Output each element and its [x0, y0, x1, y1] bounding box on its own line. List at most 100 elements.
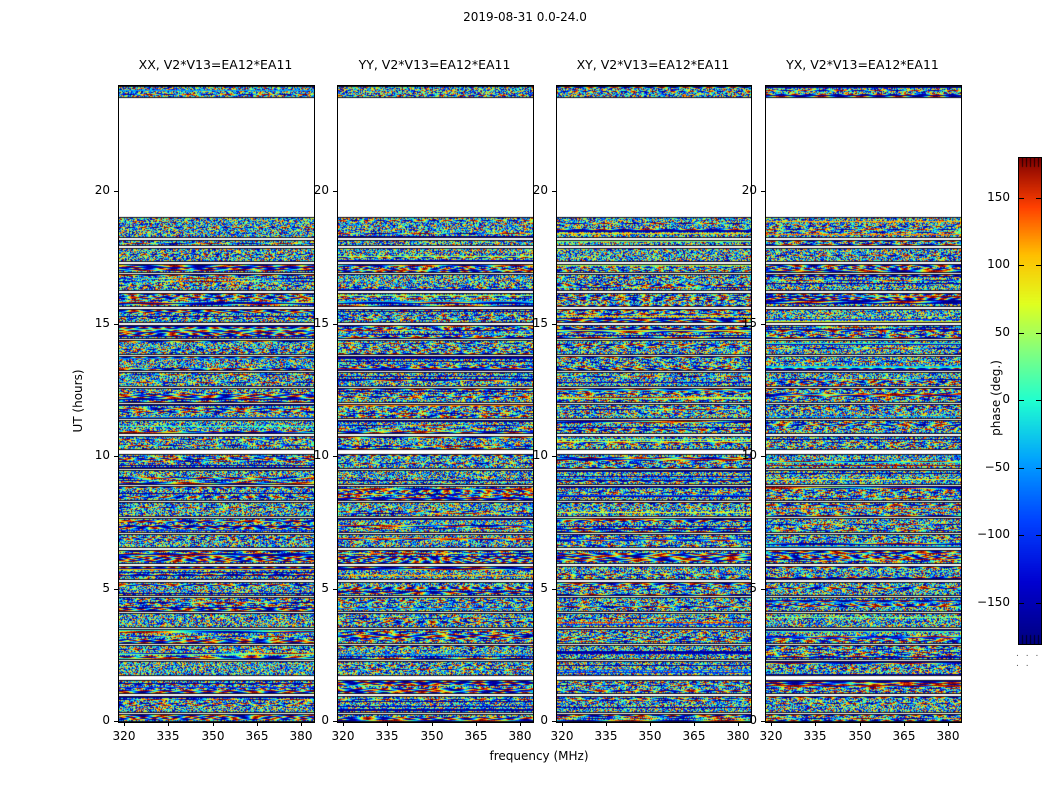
panel-title-xy: XY, V2*V13=EA12*EA11	[576, 57, 730, 72]
y-tick-label: 0	[102, 713, 110, 727]
y-tick-label: 0	[321, 713, 329, 727]
colorbar-tick-mark	[1036, 265, 1041, 266]
y-tick-mark	[761, 721, 765, 722]
y-tick-mark	[114, 191, 118, 192]
y-tick-mark	[333, 456, 337, 457]
x-tick-label: 380	[726, 729, 750, 743]
colorbar-tick-label: 0	[1002, 392, 1010, 406]
heatmap-panel-xx[interactable]	[118, 85, 315, 723]
y-tick-label: 20	[94, 183, 110, 197]
heatmap-panel-yy[interactable]	[337, 85, 534, 723]
x-tick-label: 320	[550, 729, 574, 743]
x-tick-mark	[257, 722, 258, 726]
x-tick-label: 350	[201, 729, 225, 743]
x-tick-label: 380	[936, 729, 960, 743]
colorbar-tick-mark	[1036, 333, 1041, 334]
colorbar-tick-label: 150	[987, 190, 1010, 204]
x-tick-label: 365	[892, 729, 916, 743]
x-tick-mark	[387, 722, 388, 726]
heatmap-panel-xy[interactable]	[556, 85, 752, 723]
colorbar-tick-mark	[1019, 603, 1024, 604]
y-tick-label: 10	[532, 448, 548, 462]
y-tick-mark	[552, 589, 556, 590]
y-tick-label: 5	[749, 581, 757, 595]
panel-title-xx: XX, V2*V13=EA12*EA11	[138, 57, 293, 72]
y-tick-label: 5	[321, 581, 329, 595]
x-tick-label: 350	[420, 729, 444, 743]
y-tick-label: 15	[313, 316, 329, 330]
panel-title-yx: YX, V2*V13=EA12*EA11	[786, 57, 939, 72]
y-tick-mark	[552, 191, 556, 192]
colorbar-tick-mark	[1019, 333, 1024, 334]
x-tick-label: 350	[848, 729, 872, 743]
x-tick-label: 365	[245, 729, 269, 743]
x-tick-mark	[343, 722, 344, 726]
colorbar-tick-mark	[1019, 265, 1024, 266]
colorbar-gradient	[1018, 157, 1042, 645]
x-tick-mark	[815, 722, 816, 726]
y-tick-mark	[761, 589, 765, 590]
colorbar-tick-label: 100	[987, 257, 1010, 271]
y-tick-mark	[114, 456, 118, 457]
colorbar-tick-label: −150	[977, 595, 1010, 609]
y-tick-mark	[761, 456, 765, 457]
y-tick-label: 10	[313, 448, 329, 462]
x-tick-label: 320	[112, 729, 136, 743]
x-tick-mark	[948, 722, 949, 726]
y-tick-mark	[333, 191, 337, 192]
x-tick-mark	[860, 722, 861, 726]
colorbar-tick-mark	[1036, 603, 1041, 604]
heatmap-canvas-yx	[766, 86, 961, 722]
y-tick-mark	[114, 589, 118, 590]
x-tick-label: 335	[156, 729, 180, 743]
colorbar-tick-mark	[1019, 198, 1024, 199]
y-tick-mark	[114, 721, 118, 722]
y-tick-mark	[333, 324, 337, 325]
x-tick-label: 380	[508, 729, 532, 743]
x-tick-mark	[694, 722, 695, 726]
colorbar-tick-mark	[1036, 535, 1041, 536]
y-tick-label: 0	[540, 713, 548, 727]
y-tick-label: 15	[532, 316, 548, 330]
x-tick-mark	[124, 722, 125, 726]
y-tick-label: 5	[540, 581, 548, 595]
x-tick-label: 320	[759, 729, 783, 743]
x-tick-mark	[476, 722, 477, 726]
x-tick-label: 365	[464, 729, 488, 743]
x-tick-label: 335	[803, 729, 827, 743]
x-tick-label: 350	[638, 729, 662, 743]
y-tick-mark	[761, 191, 765, 192]
y-tick-mark	[552, 721, 556, 722]
y-tick-mark	[114, 324, 118, 325]
heatmap-canvas-xy	[557, 86, 751, 722]
x-tick-label: 335	[375, 729, 399, 743]
y-tick-label: 10	[741, 448, 757, 462]
x-tick-mark	[738, 722, 739, 726]
colorbar-tick-mark	[1019, 400, 1024, 401]
x-tick-mark	[904, 722, 905, 726]
heatmap-canvas-xx	[119, 86, 314, 722]
y-tick-label: 20	[532, 183, 548, 197]
x-tick-mark	[606, 722, 607, 726]
x-tick-mark	[168, 722, 169, 726]
y-tick-mark	[333, 721, 337, 722]
y-tick-label: 20	[741, 183, 757, 197]
y-tick-mark	[333, 589, 337, 590]
y-tick-label: 15	[741, 316, 757, 330]
x-tick-label: 365	[682, 729, 706, 743]
y-tick-mark	[761, 324, 765, 325]
y-tick-label: 10	[94, 448, 110, 462]
colorbar-tick-mark	[1036, 468, 1041, 469]
colorbar-label: phase (deg.)	[989, 360, 1003, 436]
heatmap-panel-yx[interactable]	[765, 85, 962, 723]
y-tick-label: 15	[94, 316, 110, 330]
panel-title-yy: YY, V2*V13=EA12*EA11	[358, 57, 511, 72]
heatmap-canvas-yy	[338, 86, 533, 722]
x-tick-mark	[771, 722, 772, 726]
colorbar-overflow-marker: . . . . .	[1016, 649, 1041, 669]
x-tick-label: 320	[331, 729, 355, 743]
x-tick-label: 380	[289, 729, 313, 743]
colorbar-tick-label: −50	[984, 460, 1010, 474]
y-tick-mark	[552, 456, 556, 457]
